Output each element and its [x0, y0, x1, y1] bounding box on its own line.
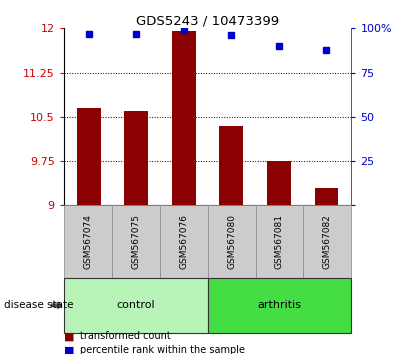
Text: GSM567074: GSM567074 [83, 214, 92, 269]
Bar [219, 126, 243, 205]
Bar [314, 188, 338, 205]
Text: disease state: disease state [4, 300, 74, 310]
Bar [267, 161, 291, 205]
Text: GSM567075: GSM567075 [131, 214, 140, 269]
Title: GDS5243 / 10473399: GDS5243 / 10473399 [136, 14, 279, 27]
Text: GSM567076: GSM567076 [179, 214, 188, 269]
Text: GSM567082: GSM567082 [323, 214, 332, 269]
Text: ■: ■ [64, 346, 74, 354]
Text: percentile rank within the sample: percentile rank within the sample [80, 346, 245, 354]
Text: control: control [116, 300, 155, 310]
Text: GSM567081: GSM567081 [275, 214, 284, 269]
Text: arthritis: arthritis [257, 300, 302, 310]
Bar [77, 108, 101, 205]
Bar [172, 31, 196, 205]
Bar [125, 111, 148, 205]
Text: GSM567080: GSM567080 [227, 214, 236, 269]
Text: ■: ■ [64, 331, 74, 341]
Text: transformed count: transformed count [80, 331, 171, 341]
